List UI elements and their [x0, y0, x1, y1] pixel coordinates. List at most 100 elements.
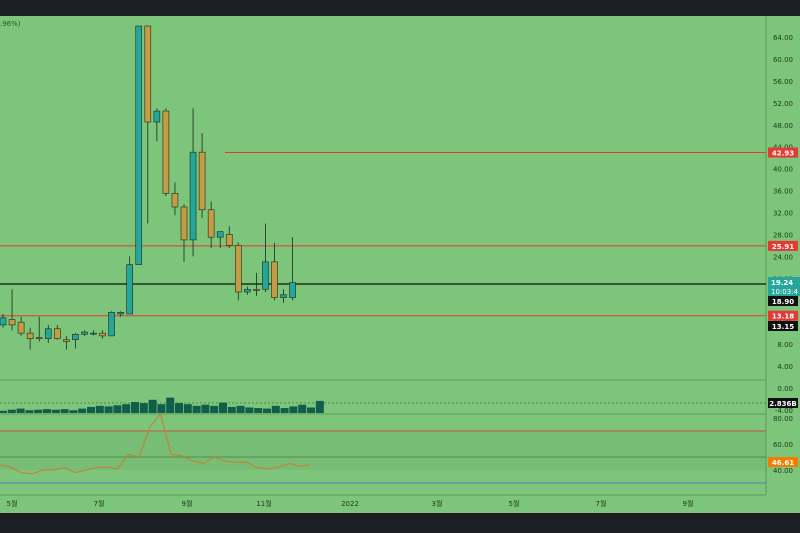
candle-body[interactable]: [235, 245, 242, 293]
candle-body[interactable]: [198, 151, 206, 211]
rsi-tick-label: 60.00: [773, 441, 793, 449]
volume-bar[interactable]: [210, 405, 219, 413]
time-tick-label: 2022: [341, 500, 359, 508]
candle-body[interactable]: [280, 294, 287, 298]
candle-body[interactable]: [8, 319, 16, 326]
time-tick-label: 7월: [94, 499, 105, 508]
volume-bar[interactable]: [7, 409, 16, 413]
volume-bar[interactable]: [60, 409, 69, 413]
candle-body[interactable]: [253, 288, 260, 291]
volume-bar[interactable]: [51, 409, 60, 413]
candle-body[interactable]: [63, 339, 70, 342]
price-tick-label: 56.00: [773, 78, 793, 86]
price-tick-label: 48.00: [773, 122, 793, 130]
rsi-badge: 46.61: [772, 459, 794, 467]
volume-bar[interactable]: [0, 410, 7, 413]
volume-bar[interactable]: [113, 405, 122, 413]
candle-body[interactable]: [117, 312, 124, 315]
candle-body[interactable]: [271, 261, 278, 298]
volume-bar[interactable]: [227, 406, 236, 413]
candle-body[interactable]: [289, 282, 296, 298]
volume-bar[interactable]: [25, 410, 34, 413]
volume-badge: 2.836B: [769, 400, 796, 408]
volume-bar[interactable]: [122, 404, 131, 413]
candle-body[interactable]: [144, 25, 152, 123]
time-tick-label: 9월: [683, 499, 694, 508]
candle-body[interactable]: [189, 151, 197, 241]
candle-body[interactable]: [108, 312, 115, 337]
price-tick-label: 40.00: [773, 166, 793, 174]
candle-body[interactable]: [171, 193, 179, 208]
price-badge: 18.90: [772, 298, 794, 306]
rsi-badge-bg: [768, 457, 798, 467]
volume-bar[interactable]: [298, 404, 307, 413]
candle-body[interactable]: [216, 231, 224, 238]
volume-bar[interactable]: [245, 407, 254, 414]
level-badge: 25.91: [772, 243, 794, 251]
candle-body[interactable]: [225, 234, 233, 246]
volume-bar[interactable]: [148, 399, 157, 413]
volume-bar[interactable]: [315, 400, 324, 413]
volume-bar[interactable]: [271, 405, 280, 413]
volume-bar[interactable]: [157, 404, 166, 413]
candle-body[interactable]: [126, 264, 133, 315]
price-tick-label: 36.00: [773, 188, 793, 196]
volume-bar[interactable]: [16, 408, 25, 413]
top-toolbar: [0, 0, 800, 16]
volume-bar[interactable]: [139, 403, 148, 413]
candle-body[interactable]: [90, 332, 97, 335]
volume-bar[interactable]: [263, 408, 271, 413]
volume-bar[interactable]: [201, 404, 210, 413]
volume-bar[interactable]: [34, 409, 43, 413]
candle-body[interactable]: [26, 332, 34, 339]
candle-body[interactable]: [262, 261, 269, 290]
current-price-badge-bg: [768, 277, 800, 296]
price-badge-bg: [768, 296, 798, 306]
level-badge: 13.18: [772, 313, 794, 321]
candle-body[interactable]: [35, 337, 43, 339]
candle-body[interactable]: [81, 331, 88, 335]
candle-body[interactable]: [17, 321, 25, 334]
price-tick-label: 24.00: [773, 253, 793, 261]
volume-bar[interactable]: [69, 410, 78, 413]
candle-body[interactable]: [135, 25, 143, 265]
volume-bar[interactable]: [183, 404, 192, 413]
level-badge: 42.93: [772, 150, 794, 158]
volume-bar[interactable]: [289, 406, 298, 413]
volume-bar[interactable]: [104, 406, 113, 413]
legend-fragment: .96%): [0, 20, 21, 28]
volume-bar[interactable]: [166, 397, 175, 413]
volume-bar[interactable]: [78, 408, 87, 413]
candle-body[interactable]: [44, 328, 52, 339]
candle-body[interactable]: [0, 317, 7, 326]
current-price-badge: 19.24: [771, 279, 793, 287]
volume-bar[interactable]: [280, 408, 289, 413]
candle-body[interactable]: [162, 110, 170, 194]
candle-body[interactable]: [99, 332, 106, 337]
volume-bar[interactable]: [175, 403, 183, 413]
volume-badge-bg: [768, 398, 798, 408]
volume-bar[interactable]: [192, 405, 201, 413]
volume-bar[interactable]: [254, 408, 263, 413]
price-tick-label: 8.00: [777, 341, 793, 349]
bottom-toolbar: [0, 513, 800, 533]
time-tick-label: 9월: [182, 499, 193, 508]
volume-bar[interactable]: [95, 405, 104, 413]
volume-bar[interactable]: [131, 402, 139, 413]
candle-body[interactable]: [207, 209, 215, 238]
volume-bar[interactable]: [87, 406, 95, 413]
level-badge-bg: [768, 147, 798, 158]
candle-body[interactable]: [244, 288, 251, 293]
candle-body[interactable]: [180, 206, 188, 241]
volume-bar[interactable]: [236, 405, 245, 413]
volume-bar[interactable]: [219, 402, 227, 413]
volume-bar[interactable]: [307, 407, 315, 414]
volume-bar[interactable]: [43, 409, 51, 413]
countdown-label: 10:03:4: [771, 288, 799, 296]
price-tick-label: 52.00: [773, 100, 793, 108]
candle-body[interactable]: [72, 333, 79, 341]
price-tick-label: -4.00: [775, 407, 793, 415]
candle-body[interactable]: [153, 110, 161, 123]
candle-body[interactable]: [53, 328, 61, 339]
